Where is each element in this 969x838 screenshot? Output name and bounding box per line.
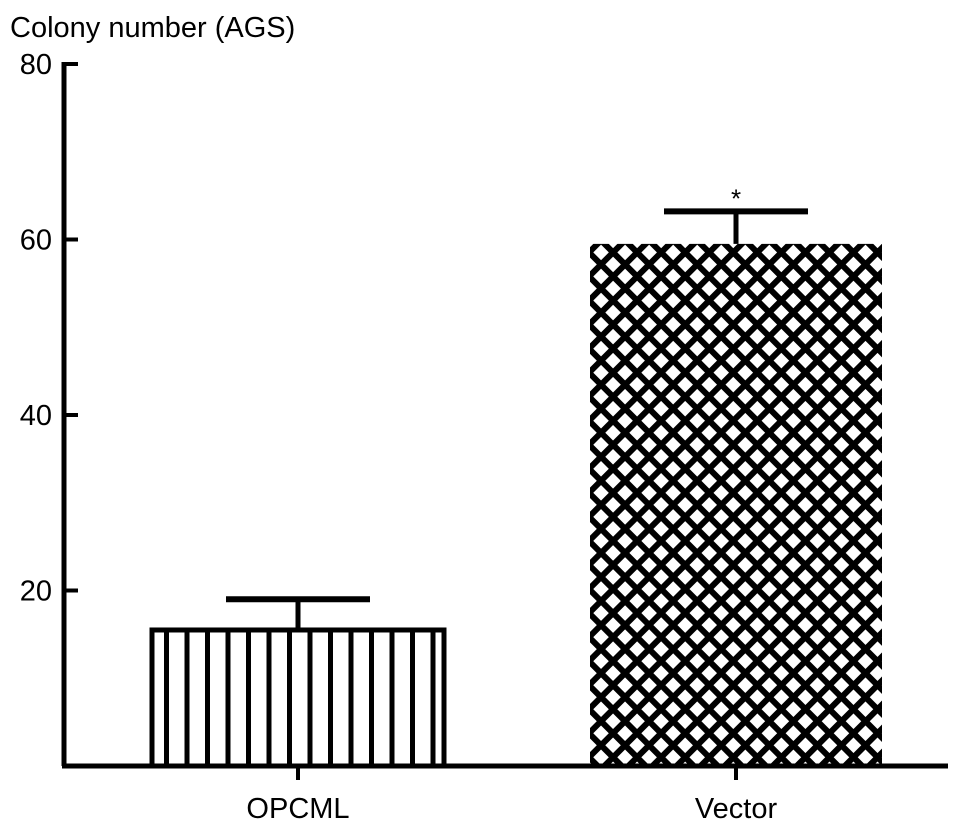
annotations: * bbox=[731, 183, 741, 213]
x-tick-label-vector: Vector bbox=[695, 793, 778, 825]
significance-asterisk: * bbox=[731, 183, 741, 213]
y-tick-label: 60 bbox=[20, 225, 52, 257]
bars bbox=[149, 208, 882, 769]
x-axis-categories: OPCML Vector bbox=[246, 766, 777, 825]
y-axis-ticks: 20 40 60 80 bbox=[20, 49, 78, 608]
y-axis-label: Colony number (AGS) bbox=[10, 12, 295, 44]
bar-vector bbox=[590, 243, 882, 766]
x-tick-label-opcml: OPCML bbox=[246, 793, 349, 825]
bar-opcml bbox=[149, 627, 447, 769]
y-tick-label: 40 bbox=[20, 400, 52, 432]
y-tick-label: 80 bbox=[20, 49, 52, 81]
y-tick-label: 20 bbox=[20, 576, 52, 608]
